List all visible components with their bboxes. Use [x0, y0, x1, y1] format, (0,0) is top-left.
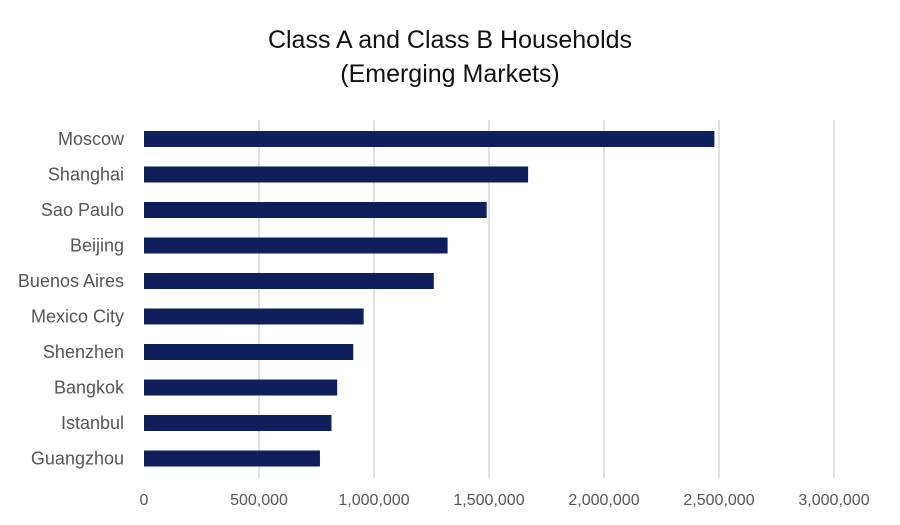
bar	[144, 308, 364, 325]
category-label: Shanghai	[48, 165, 124, 185]
bar	[144, 273, 434, 289]
category-label: Sao Paulo	[41, 200, 124, 220]
bars	[144, 131, 715, 467]
category-label: Bangkok	[54, 378, 125, 398]
category-label: Moscow	[58, 129, 125, 149]
chart-title: Class A and Class B Households (Emerging…	[268, 26, 632, 88]
x-tick-label: 0	[140, 492, 149, 509]
bar	[144, 344, 354, 360]
x-tick-labels: 0 500,000 1,000,000 1,500,000 2,000,000 2,500…	[140, 492, 870, 509]
category-label: Mexico City	[31, 307, 124, 327]
x-tick-label: 1,500,000	[453, 492, 524, 509]
category-label: Istanbul	[61, 413, 124, 433]
chart-title-line-1: Class A and Class B Households	[268, 26, 632, 54]
bar	[144, 166, 529, 183]
bar	[144, 131, 715, 147]
bar	[144, 450, 320, 467]
bar	[144, 415, 332, 431]
category-label: Guangzhou	[31, 449, 124, 469]
x-tick-label: 1,000,000	[338, 492, 409, 509]
chart-title-line-2: (Emerging Markets)	[340, 60, 560, 88]
category-label: Buenos Aires	[18, 271, 124, 291]
category-label: Beijing	[70, 236, 124, 256]
x-tick-label: 3,000,000	[798, 492, 869, 509]
bar	[144, 379, 338, 396]
bar	[144, 202, 487, 218]
x-tick-label: 2,000,000	[568, 492, 639, 509]
x-tick-label: 500,000	[230, 492, 288, 509]
category-labels: Moscow Shanghai Sao Paulo Beijing Buenos Air…	[18, 129, 125, 469]
x-tick-label: 2,500,000	[683, 492, 754, 509]
bar	[144, 237, 448, 254]
category-label: Shenzhen	[43, 342, 124, 362]
